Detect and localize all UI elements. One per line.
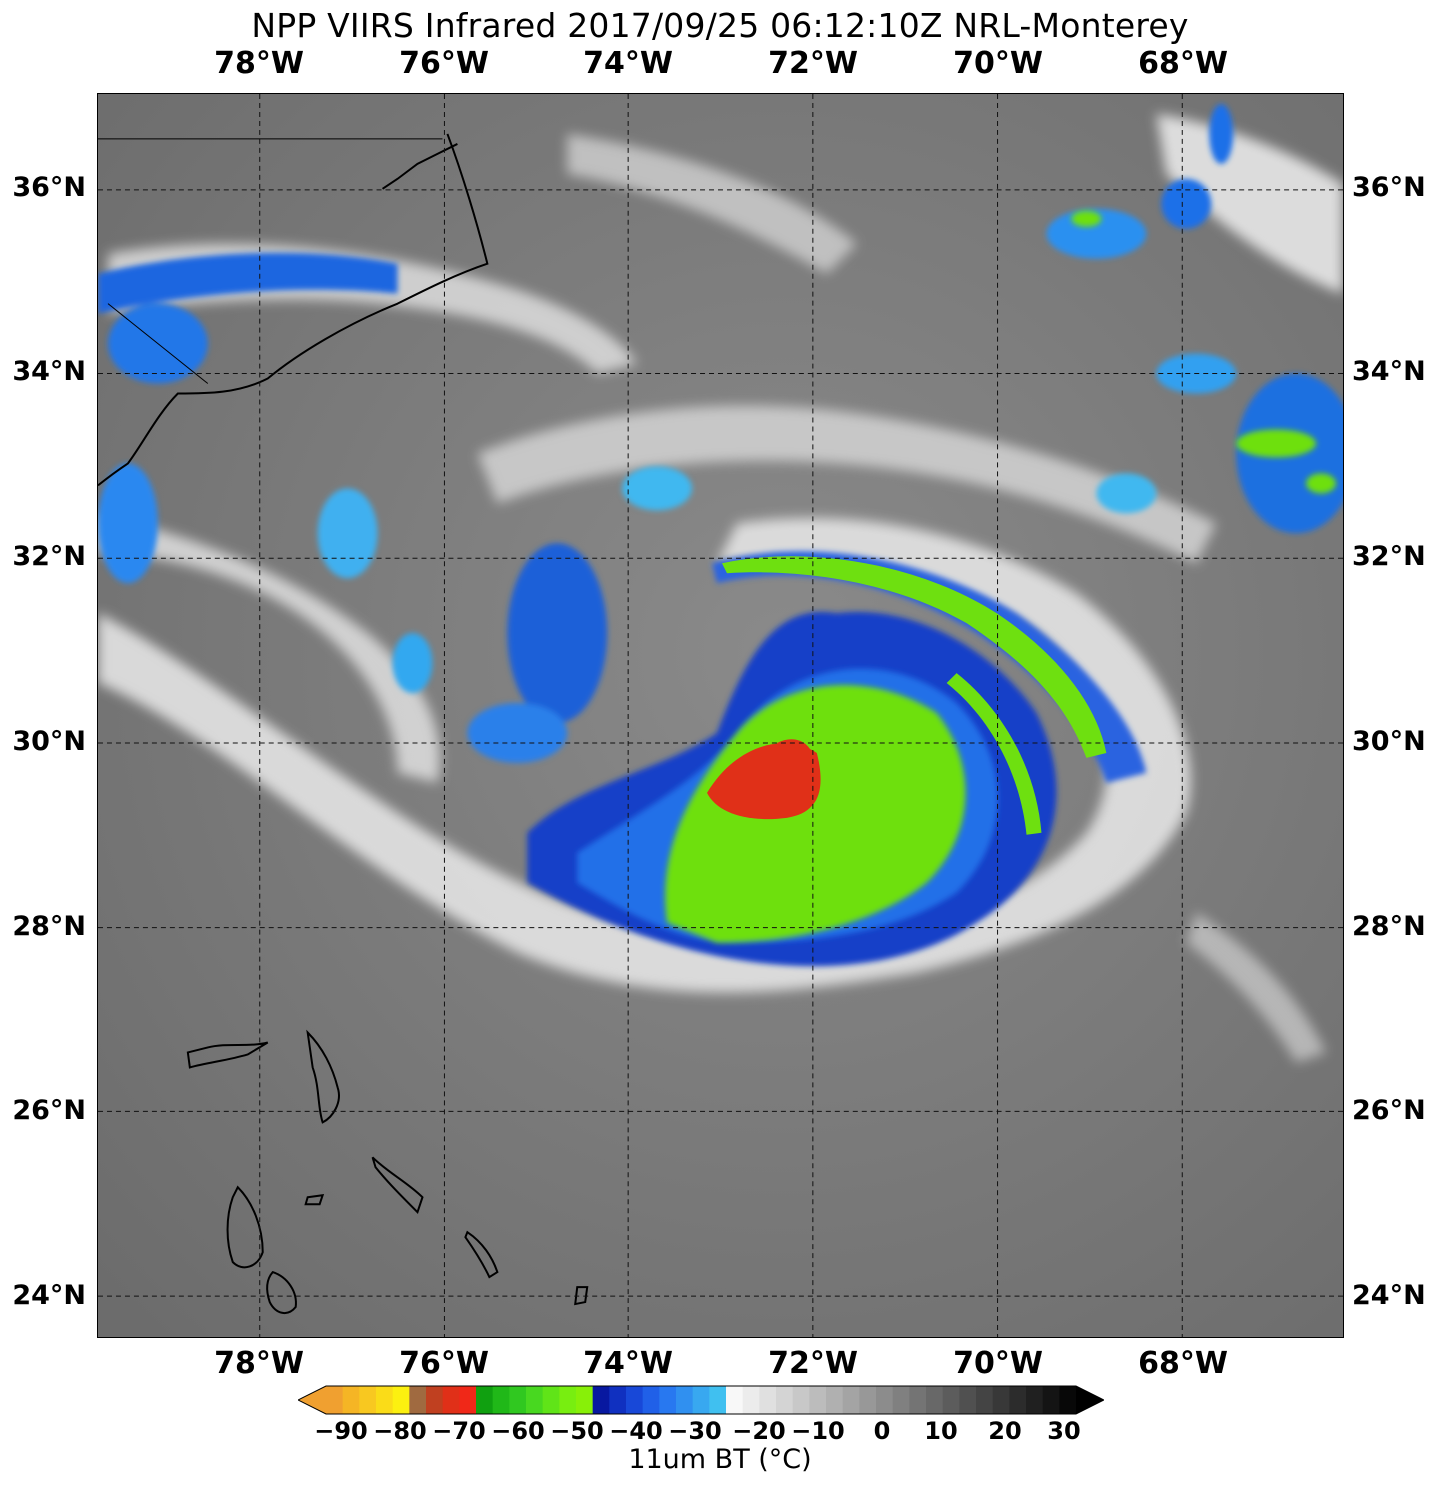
colorbar-segment bbox=[742, 1386, 760, 1414]
lon-tick-bottom: 74°W bbox=[583, 1346, 673, 1381]
colorbar-tick: 10 bbox=[924, 1417, 958, 1445]
colorbar-min-arrow bbox=[298, 1386, 326, 1414]
colorbar-tick: 0 bbox=[873, 1417, 891, 1445]
colorbar-segment bbox=[359, 1386, 377, 1414]
lon-tick-bottom: 68°W bbox=[1138, 1346, 1228, 1381]
colorbar-segment bbox=[342, 1386, 360, 1414]
colorbar-segment bbox=[959, 1386, 977, 1414]
colorbar-tick: −90 bbox=[314, 1417, 368, 1445]
lon-tick-bottom: 76°W bbox=[399, 1346, 489, 1381]
colorbar-segment bbox=[826, 1386, 844, 1414]
colorbar-segment bbox=[692, 1386, 710, 1414]
colorbar-segment bbox=[759, 1386, 777, 1414]
colorbar-segment bbox=[376, 1386, 394, 1414]
colorbar-segment bbox=[426, 1386, 444, 1414]
lat-tick-left: 34°N bbox=[12, 356, 86, 387]
lat-tick-right: 34°N bbox=[1352, 356, 1426, 387]
colorbar-tick: −60 bbox=[491, 1417, 545, 1445]
lat-tick-left: 36°N bbox=[12, 172, 86, 203]
colorbar-segment bbox=[509, 1386, 527, 1414]
infrared-satellite-map bbox=[97, 93, 1344, 1338]
colorbar-segment bbox=[576, 1386, 594, 1414]
lon-tick-top: 78°W bbox=[214, 46, 304, 81]
lon-tick-bottom: 72°W bbox=[768, 1346, 858, 1381]
graticule bbox=[98, 94, 1343, 1337]
colorbar-segment bbox=[492, 1386, 510, 1414]
north-carolina-coast bbox=[98, 133, 489, 487]
colorbar-segment bbox=[642, 1386, 660, 1414]
lon-tick-bottom: 78°W bbox=[214, 1346, 304, 1381]
colorbar-segment bbox=[392, 1386, 410, 1414]
colorbar-tick: −40 bbox=[609, 1417, 663, 1445]
colorbar-segment bbox=[842, 1386, 860, 1414]
colorbar-segment bbox=[592, 1386, 610, 1414]
colorbar-segment bbox=[726, 1386, 744, 1414]
colorbar-segment bbox=[792, 1386, 810, 1414]
colorbar-outline bbox=[298, 1385, 1104, 1415]
colorbar-segment bbox=[892, 1386, 910, 1414]
lat-tick-right: 26°N bbox=[1352, 1095, 1426, 1126]
cold-cells-ne bbox=[1071, 210, 1337, 494]
lat-tick-right: 28°N bbox=[1352, 911, 1426, 942]
colorbar-segment bbox=[559, 1386, 577, 1414]
lon-tick-bottom: 70°W bbox=[953, 1346, 1043, 1381]
colorbar-segment bbox=[926, 1386, 944, 1414]
colorbar-label: 11um BT (°C) bbox=[628, 1444, 812, 1475]
colorbar-segment bbox=[1059, 1386, 1077, 1414]
colorbar-tick: −10 bbox=[791, 1417, 845, 1445]
hurricane-core bbox=[527, 551, 1147, 967]
colorbar-tick: 20 bbox=[988, 1417, 1022, 1445]
colorbar-segment bbox=[442, 1386, 460, 1414]
lon-tick-top: 76°W bbox=[399, 46, 489, 81]
colorbar-segment bbox=[409, 1386, 427, 1414]
colorbar-segment bbox=[542, 1386, 560, 1414]
colorbar-segment bbox=[776, 1386, 794, 1414]
lon-tick-top: 74°W bbox=[583, 46, 673, 81]
colorbar-max-arrow bbox=[1076, 1386, 1104, 1414]
colorbar-segment bbox=[976, 1386, 994, 1414]
colorbar-tick: −50 bbox=[550, 1417, 604, 1445]
colorbar-tick: −70 bbox=[432, 1417, 486, 1445]
colorbar-segment bbox=[992, 1386, 1010, 1414]
map-title: NPP VIIRS Infrared 2017/09/25 06:12:10Z … bbox=[251, 6, 1189, 45]
lat-tick-right: 32°N bbox=[1352, 541, 1426, 572]
lat-tick-right: 30°N bbox=[1352, 726, 1426, 757]
colorbar-segment bbox=[859, 1386, 877, 1414]
lat-tick-left: 32°N bbox=[12, 541, 86, 572]
colorbar-segment bbox=[1026, 1386, 1044, 1414]
colorbar-segment bbox=[1009, 1386, 1027, 1414]
colorbar-segment bbox=[609, 1386, 627, 1414]
bahamas-islands bbox=[186, 1041, 269, 1069]
colorbar-segment bbox=[876, 1386, 894, 1414]
lat-tick-left: 26°N bbox=[12, 1095, 86, 1126]
lat-tick-left: 28°N bbox=[12, 911, 86, 942]
colorbar-segment bbox=[476, 1386, 494, 1414]
colorbar-segment bbox=[909, 1386, 927, 1414]
colorbar-segment bbox=[809, 1386, 827, 1414]
lat-tick-left: 30°N bbox=[12, 726, 86, 757]
colorbar-segment bbox=[709, 1386, 727, 1414]
colorbar-segment bbox=[626, 1386, 644, 1414]
colorbar-segment bbox=[942, 1386, 960, 1414]
colorbar-segment bbox=[1042, 1386, 1060, 1414]
coastlines bbox=[98, 133, 589, 1315]
lat-tick-right: 24°N bbox=[1352, 1280, 1426, 1311]
colorbar-segment bbox=[676, 1386, 694, 1414]
colorbar-segment bbox=[326, 1386, 344, 1414]
colorbar-tick: −80 bbox=[373, 1417, 427, 1445]
lon-tick-top: 68°W bbox=[1138, 46, 1228, 81]
lon-tick-top: 72°W bbox=[768, 46, 858, 81]
lat-tick-left: 24°N bbox=[12, 1280, 86, 1311]
lon-tick-top: 70°W bbox=[953, 46, 1043, 81]
colorbar-segment bbox=[659, 1386, 677, 1414]
colorbar-segment bbox=[526, 1386, 544, 1414]
temperature-colorbar bbox=[298, 1385, 1104, 1415]
colorbar-tick: 30 bbox=[1047, 1417, 1081, 1445]
colorbar-segments bbox=[298, 1386, 1104, 1414]
colorbar-segment bbox=[459, 1386, 477, 1414]
lat-tick-right: 36°N bbox=[1352, 172, 1426, 203]
colorbar-tick: −30 bbox=[668, 1417, 722, 1445]
colorbar-tick: −20 bbox=[732, 1417, 786, 1445]
